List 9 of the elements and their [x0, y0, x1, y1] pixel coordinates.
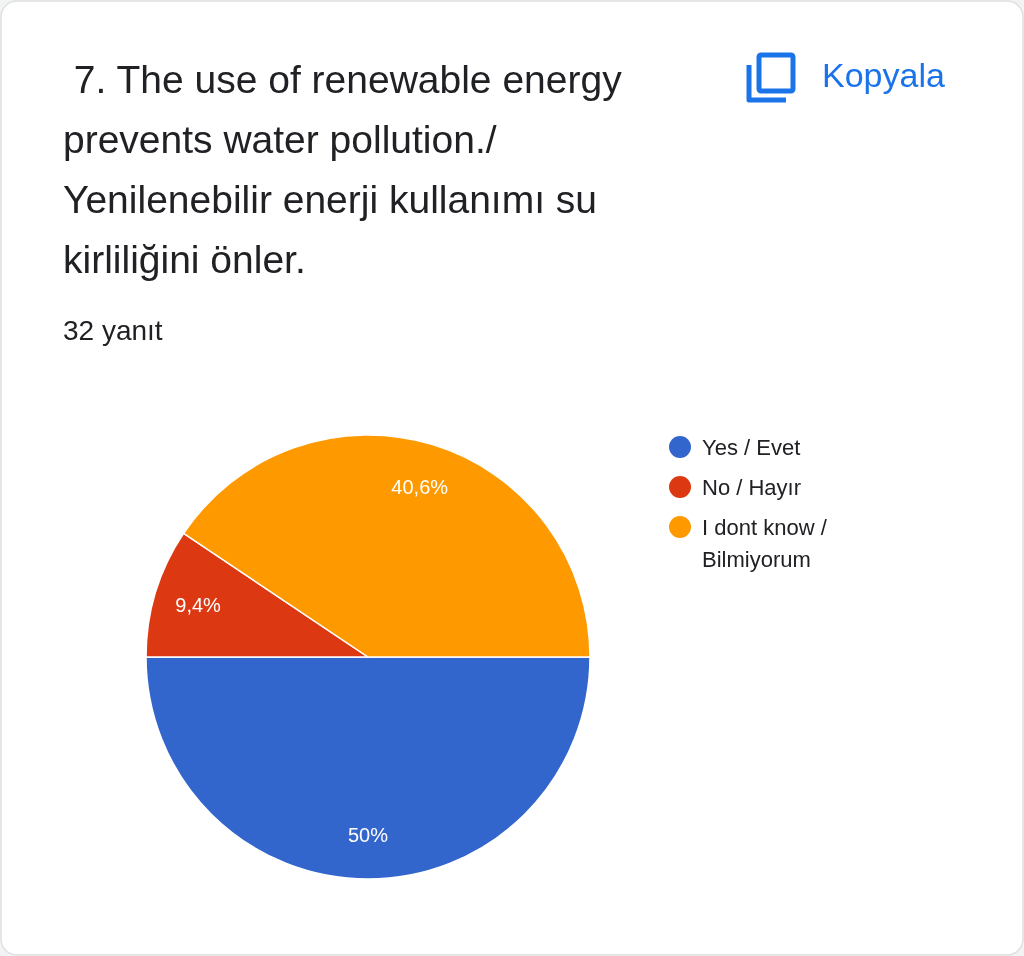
legend-label: I dont know / Bilmiyorum	[702, 514, 828, 572]
data-label: 50%	[347, 823, 389, 846]
data-label: 9,4%	[175, 594, 222, 617]
legend-label: No / Hayır	[702, 474, 802, 500]
legend-label: Yes / Evet	[702, 434, 801, 460]
text: Kopyala	[822, 56, 945, 94]
chart-title: 7. The use of renewable energy prevents water pollution./ Yenilenebilir enerji kullanımı su kirliliğini önler.	[63, 58, 623, 281]
chart-subtitle: 32 yanıt	[63, 315, 163, 346]
data-label: 40,6%	[391, 476, 449, 499]
